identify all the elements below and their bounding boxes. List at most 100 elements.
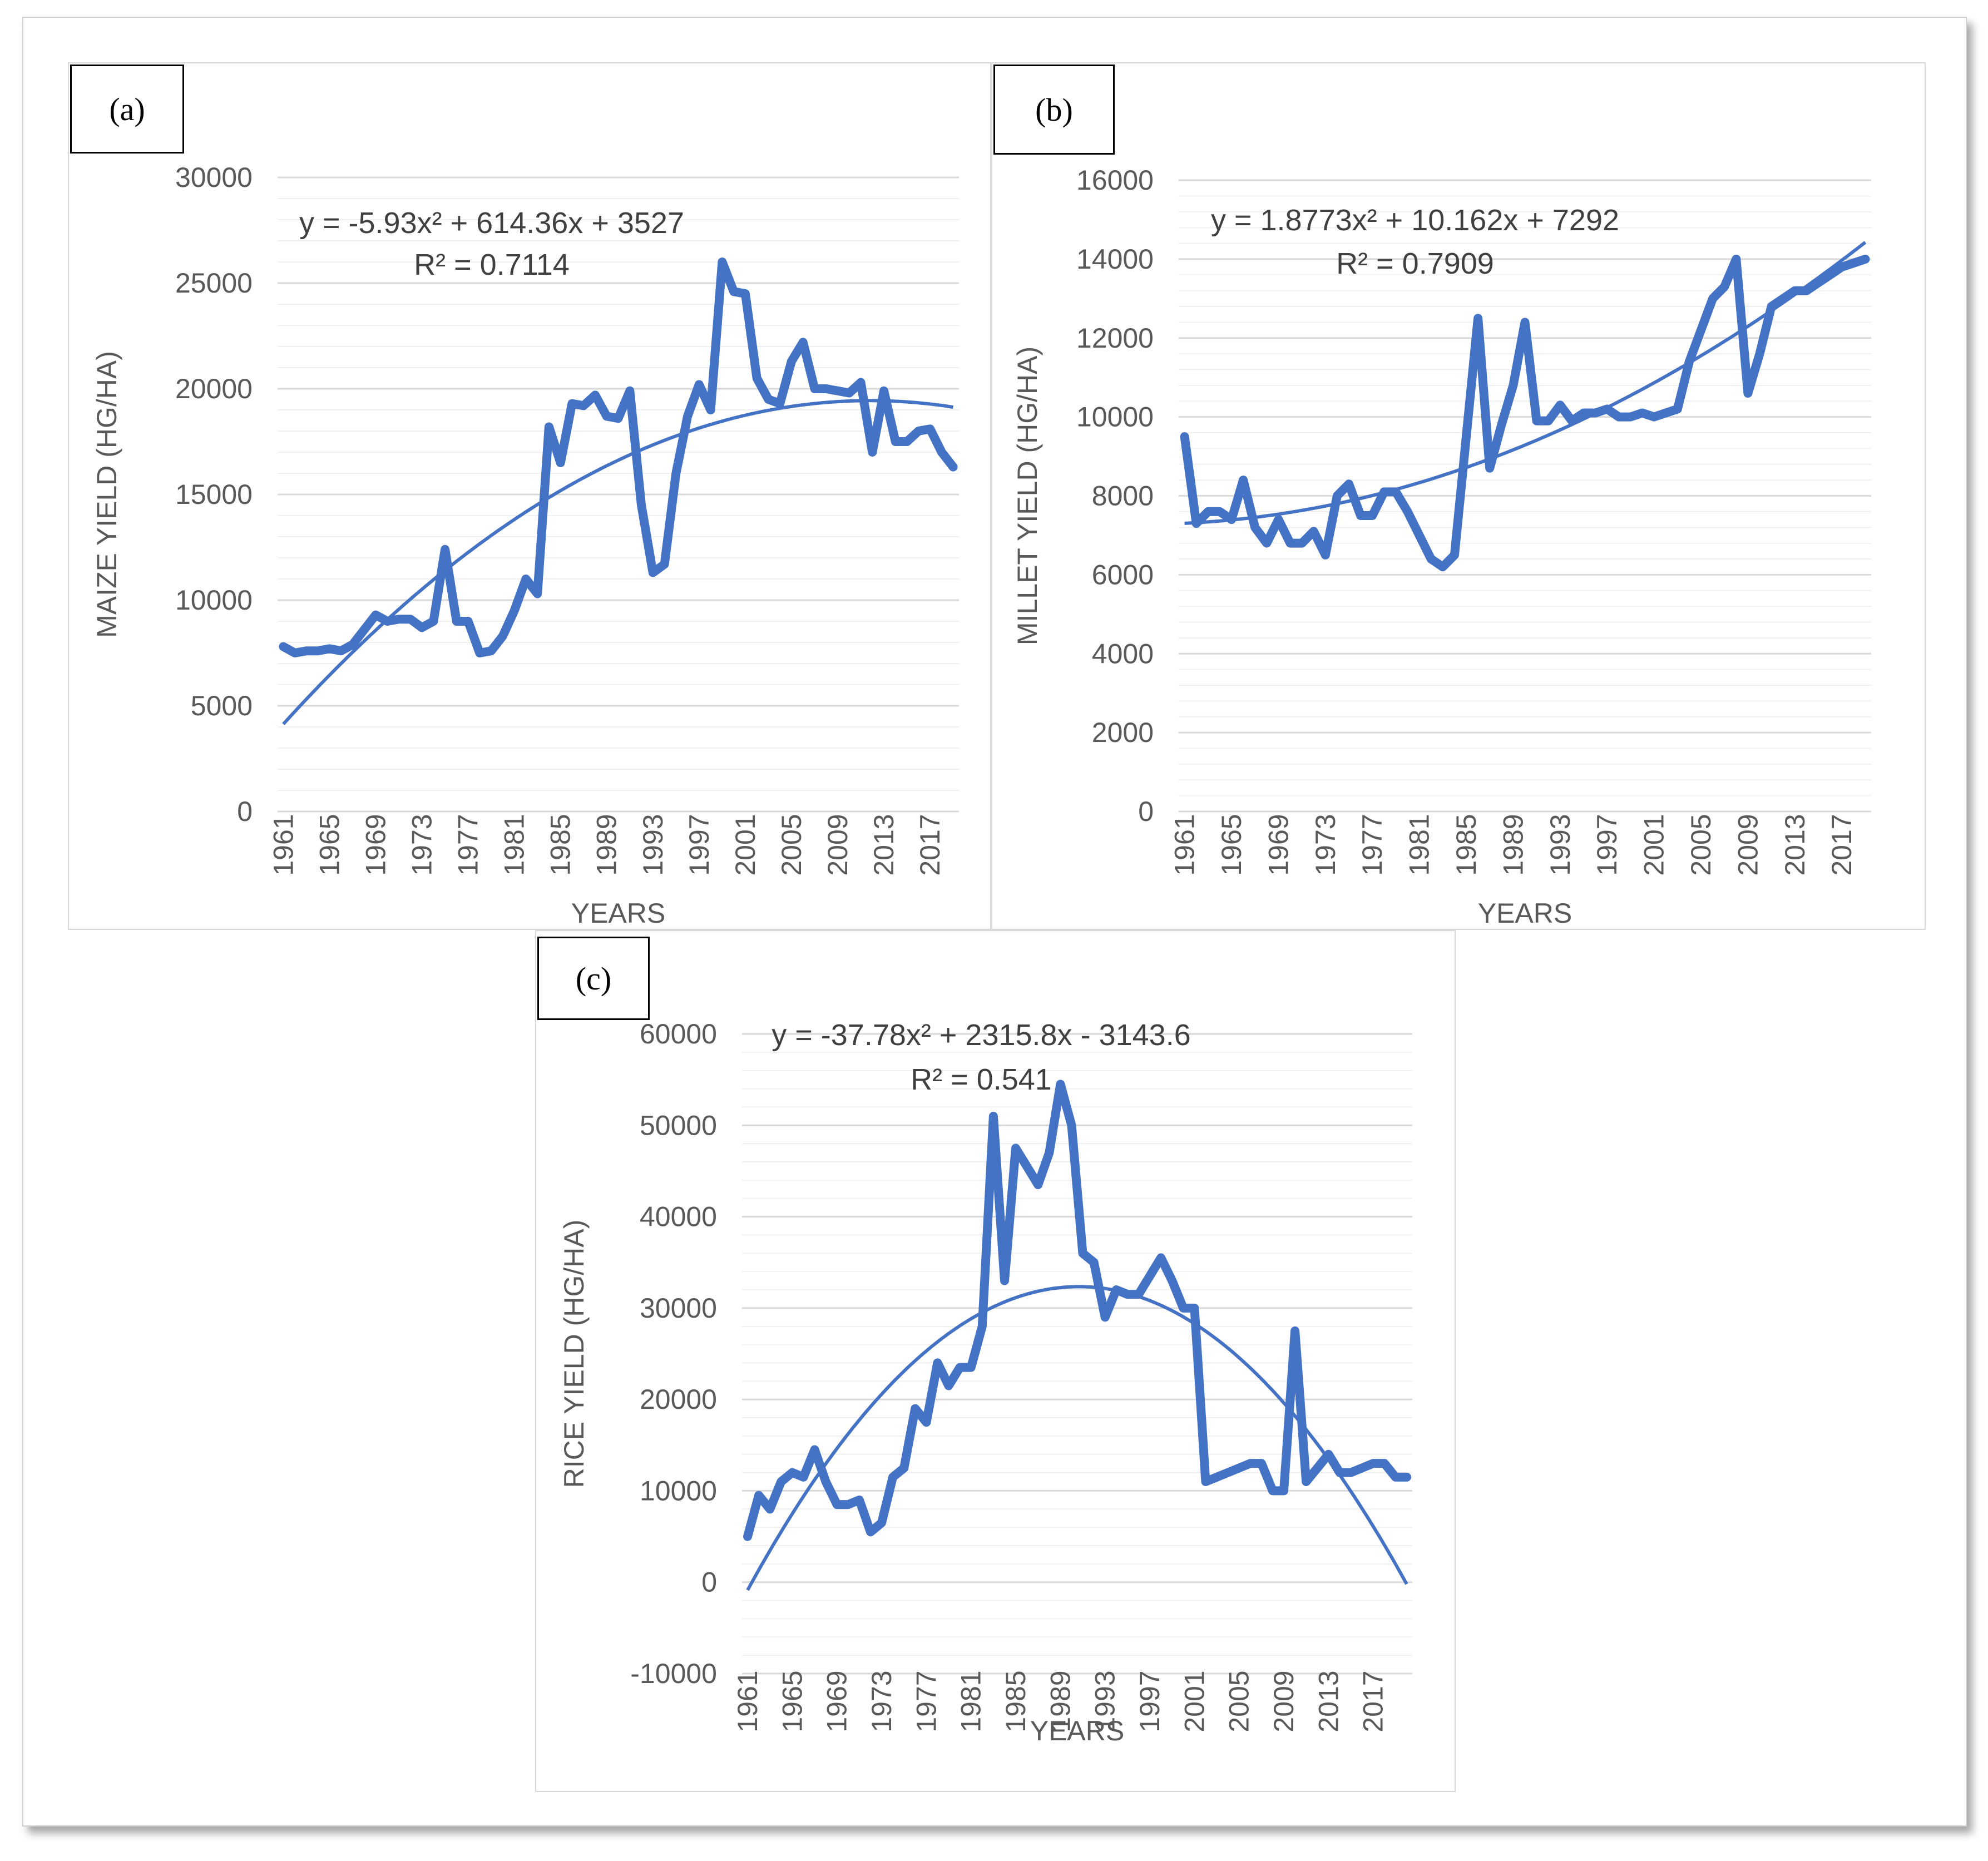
x-tick-label: 1993 [1090,1670,1121,1732]
data-point [825,388,828,390]
data-point [813,388,816,390]
data-point [836,389,839,392]
rice-chart: -10000 0 10000 20000 30000 40000 50000 60000 196… [558,1018,1412,1746]
y-tick-label: 8000 [1092,481,1154,512]
data-point [651,571,654,574]
data-point [1559,404,1561,407]
x-tick-label: 2009 [1732,814,1763,875]
data-point [1641,412,1644,414]
data-point [1260,1462,1263,1465]
x-tick-label: 2001 [1639,814,1670,875]
data-point [1271,1489,1274,1492]
y-tick-label: 14000 [1076,244,1154,275]
data-point [1265,542,1268,545]
data-point [1735,258,1738,260]
data-point [663,563,666,566]
data-point [1430,558,1432,560]
data-point [1277,518,1280,521]
data-point [1817,281,1820,284]
data-point [698,383,700,386]
maize-chart: 0 5000 10000 15000 20000 25000 30000 1961 1965 19… [91,162,959,929]
major-gridlines [742,1033,1412,1675]
y-tick-label: 30000 [640,1293,717,1324]
data-point [340,650,343,652]
data-point [490,650,493,652]
data-point [958,1366,961,1369]
panel-label-a: (a) [70,65,184,154]
panel-b: 0 2000 4000 6000 8000 10000 12000 14000 16000 196… [991,62,1926,930]
x-tick-label: 1969 [360,814,391,875]
data-point [1037,1184,1040,1186]
data-point [675,472,677,474]
data-point [363,628,365,631]
y-tick-label: 25000 [175,268,253,299]
x-tick-label: 1961 [732,1670,763,1732]
data-point [952,466,955,468]
data-point [1249,1462,1252,1465]
x-axis-title: YEARS [571,898,666,929]
data-point [1547,419,1550,422]
data-point [1289,542,1292,545]
data-point [709,409,712,411]
x-tick-label: 2005 [776,814,807,875]
trendline [282,399,954,725]
data-point [1372,1462,1374,1465]
data-point [1676,408,1679,410]
r-squared: R² = 0.7909 [1336,247,1494,280]
data-point [940,451,943,453]
data-point [1394,1476,1397,1478]
figure-frame: 0 5000 10000 15000 20000 25000 30000 1961 1965 19… [22,17,1967,1827]
data-point [559,462,562,464]
data-point [617,417,620,420]
data-point [1137,1293,1140,1296]
data-point [571,402,573,405]
data-point [1238,1467,1240,1469]
data-point [536,592,539,595]
x-tick-label: 1985 [545,814,576,875]
data-point [1524,321,1526,324]
data-point [421,626,423,629]
x-tick-label: 1973 [407,814,438,875]
data-point [1070,1124,1073,1127]
series-line [743,1080,1411,1541]
data-point [847,1503,849,1506]
data-point [1182,1306,1185,1309]
panel-label-c: (c) [537,937,650,1020]
x-tick-label: 1985 [1000,1670,1031,1732]
data-point [1126,1293,1129,1296]
y-tick-label: 15000 [175,479,253,510]
x-tick-label: 1965 [777,1670,808,1732]
minor-gridlines [278,198,959,791]
y-axis-title: MILLET YIELD (HG/HA) [1012,347,1043,645]
series-points [746,1083,1408,1538]
data-point [1316,1467,1319,1469]
data-point [582,404,585,407]
x-tick-label: 2005 [1685,814,1717,875]
y-tick-label: 50000 [640,1110,717,1141]
data-point [1149,1275,1151,1278]
data-point [1195,522,1198,525]
data-point [824,1481,827,1483]
data-point [936,1362,939,1364]
data-point [1312,530,1315,533]
data-point [1383,1462,1386,1465]
data-point [767,398,770,400]
data-point [755,377,758,379]
data-point [883,389,886,392]
trend-equation: y = -5.93x² + 614.36x + 3527 [299,206,684,240]
data-point [1183,435,1186,438]
data-point [1618,415,1620,418]
x-tick-label: 1977 [1357,814,1388,875]
data-point [328,647,331,650]
data-point [917,430,920,432]
data-point [1500,423,1503,426]
data-point [892,1476,894,1478]
data-point [733,290,735,293]
data-point [802,1476,805,1478]
data-point [1230,518,1233,521]
data-point [1793,289,1796,292]
data-point [1770,305,1773,308]
data-point [1300,542,1303,545]
series-points [1183,258,1867,568]
data-point [744,293,746,295]
